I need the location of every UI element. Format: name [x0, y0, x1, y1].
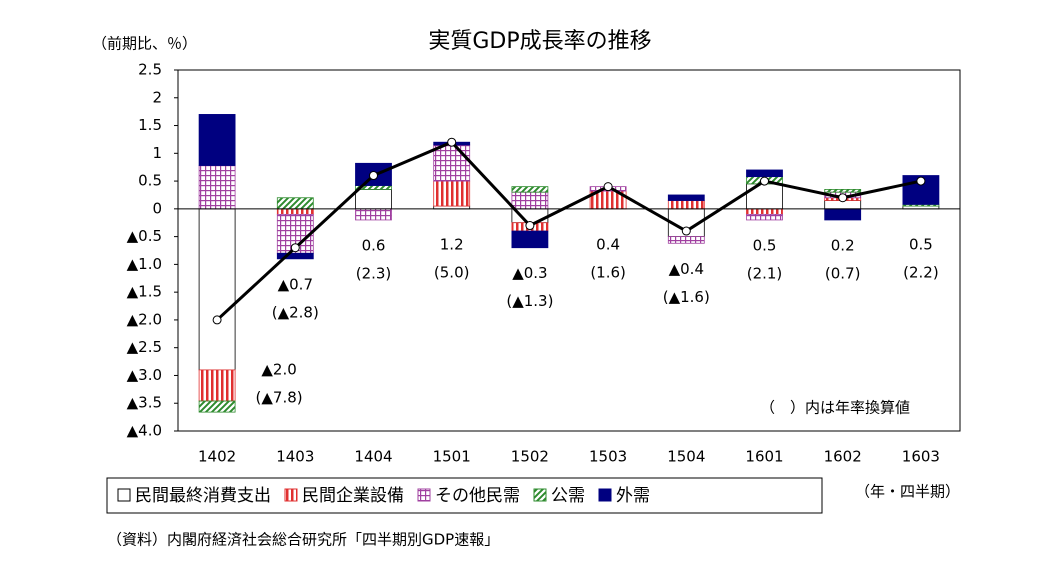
annual-label: (5.0)	[434, 263, 470, 281]
value-label: ▲2.0	[261, 361, 296, 379]
legend-label: 外需	[616, 486, 650, 506]
chart-title: 実質GDP成長率の推移	[428, 29, 651, 54]
line-point	[603, 182, 613, 192]
annual-label: (2.2)	[903, 263, 939, 281]
bar-segment	[276, 197, 314, 210]
y-tick-label: ▲0.5	[127, 227, 162, 245]
bar-segment	[667, 200, 705, 210]
legend-label: 公需	[551, 486, 585, 506]
line-point	[916, 176, 926, 186]
bar-segment	[667, 194, 705, 201]
y-tick-label: 0.5	[138, 172, 162, 190]
legend-swatch	[417, 488, 431, 502]
value-label: ▲0.4	[669, 260, 704, 278]
bar-segment	[198, 400, 236, 413]
bar-segment	[198, 208, 236, 371]
bar-segment	[355, 189, 392, 210]
line	[216, 140, 922, 322]
value-label: ▲0.3	[512, 264, 547, 282]
value-label: 1.2	[440, 235, 464, 253]
x-tick-label: 1402	[198, 448, 236, 466]
annual-label: (▲7.8)	[256, 389, 303, 407]
annual-label: (2.3)	[356, 264, 392, 282]
legend-swatch	[117, 488, 131, 502]
y-tick-label: ▲2.5	[127, 338, 162, 356]
bar-segment	[824, 208, 862, 221]
bar-segment	[667, 236, 705, 244]
line-point	[212, 315, 222, 325]
annual-label: (▲2.8)	[272, 303, 319, 321]
annual-label: (▲1.3)	[506, 292, 553, 310]
bar-segment	[824, 189, 862, 193]
y-tick-label: ▲2.0	[127, 310, 162, 328]
y-tick-label: 1.5	[138, 116, 162, 134]
value-label: 0.5	[753, 236, 777, 254]
x-tick-label: 1602	[824, 448, 862, 466]
line-point	[447, 137, 457, 147]
legend-swatch	[284, 488, 298, 502]
legend-label: その他民需	[435, 486, 520, 506]
y-tick-label: 0	[152, 199, 162, 217]
x-tick-label: 1504	[667, 448, 705, 466]
legend-label: 民間最終消費支出	[135, 486, 271, 506]
value-label: 0.4	[596, 235, 620, 253]
line-point	[525, 221, 535, 231]
annual-label: (0.7)	[825, 264, 861, 282]
legend-label: 民間企業設備	[302, 486, 404, 506]
bar-segment	[511, 230, 549, 249]
x-axis-label: （年・四半期）	[855, 483, 960, 501]
x-tick-label: 1601	[745, 448, 783, 466]
legend-swatch	[598, 488, 612, 502]
annual-label: (2.1)	[747, 264, 783, 282]
x-tick-label: 1404	[354, 448, 392, 466]
bar-segment	[276, 208, 314, 215]
note: （ ）内は年率換算値	[760, 399, 910, 417]
bar-segment	[433, 144, 471, 182]
bar-segment	[433, 180, 471, 207]
annual-label: (1.6)	[590, 263, 626, 281]
bar-segment	[511, 186, 549, 193]
bar-segment	[746, 213, 783, 221]
legend-swatch	[533, 488, 547, 502]
y-tick-label: 2.5	[138, 61, 162, 79]
value-label: 0.2	[831, 236, 855, 254]
annual-label: (▲1.6)	[663, 288, 710, 306]
bar-segment	[355, 208, 392, 221]
bar-segment	[198, 114, 236, 166]
y-tick-label: ▲4.0	[127, 422, 162, 440]
x-tick-label: 1403	[276, 448, 314, 466]
y-tick-label: 2	[152, 88, 162, 106]
line-point	[838, 193, 848, 203]
bar-segment	[276, 252, 314, 260]
y-axis-label: （前期比、％）	[92, 35, 197, 53]
line-point	[369, 171, 378, 181]
y-tick-label: 1	[152, 144, 162, 162]
value-label: 0.6	[362, 236, 386, 254]
line-point	[681, 226, 691, 236]
bar-segment	[198, 369, 236, 402]
value-label: 0.5	[909, 235, 933, 253]
y-tick-label: ▲3.0	[127, 366, 162, 384]
line-point	[760, 176, 769, 186]
plot-frame	[177, 69, 961, 432]
x-tick-label: 1603	[902, 448, 940, 466]
bar-segment	[198, 165, 236, 210]
bar-segment	[746, 169, 783, 178]
x-tick-label: 1501	[433, 448, 471, 466]
x-tick-label: 1502	[511, 448, 549, 466]
value-label: ▲0.7	[278, 275, 313, 293]
x-tick-label: 1503	[589, 448, 627, 466]
y-tick-label: ▲1.0	[127, 255, 162, 273]
bar-segment	[746, 208, 783, 215]
line-point	[290, 243, 300, 253]
y-tick-label: ▲3.5	[127, 394, 162, 412]
legend-frame	[106, 477, 823, 514]
bar-segment	[511, 191, 549, 210]
source: （資料）内閣府経済社会総合研究所「四半期別GDP速報」	[107, 531, 499, 549]
y-tick-label: ▲1.5	[127, 283, 162, 301]
